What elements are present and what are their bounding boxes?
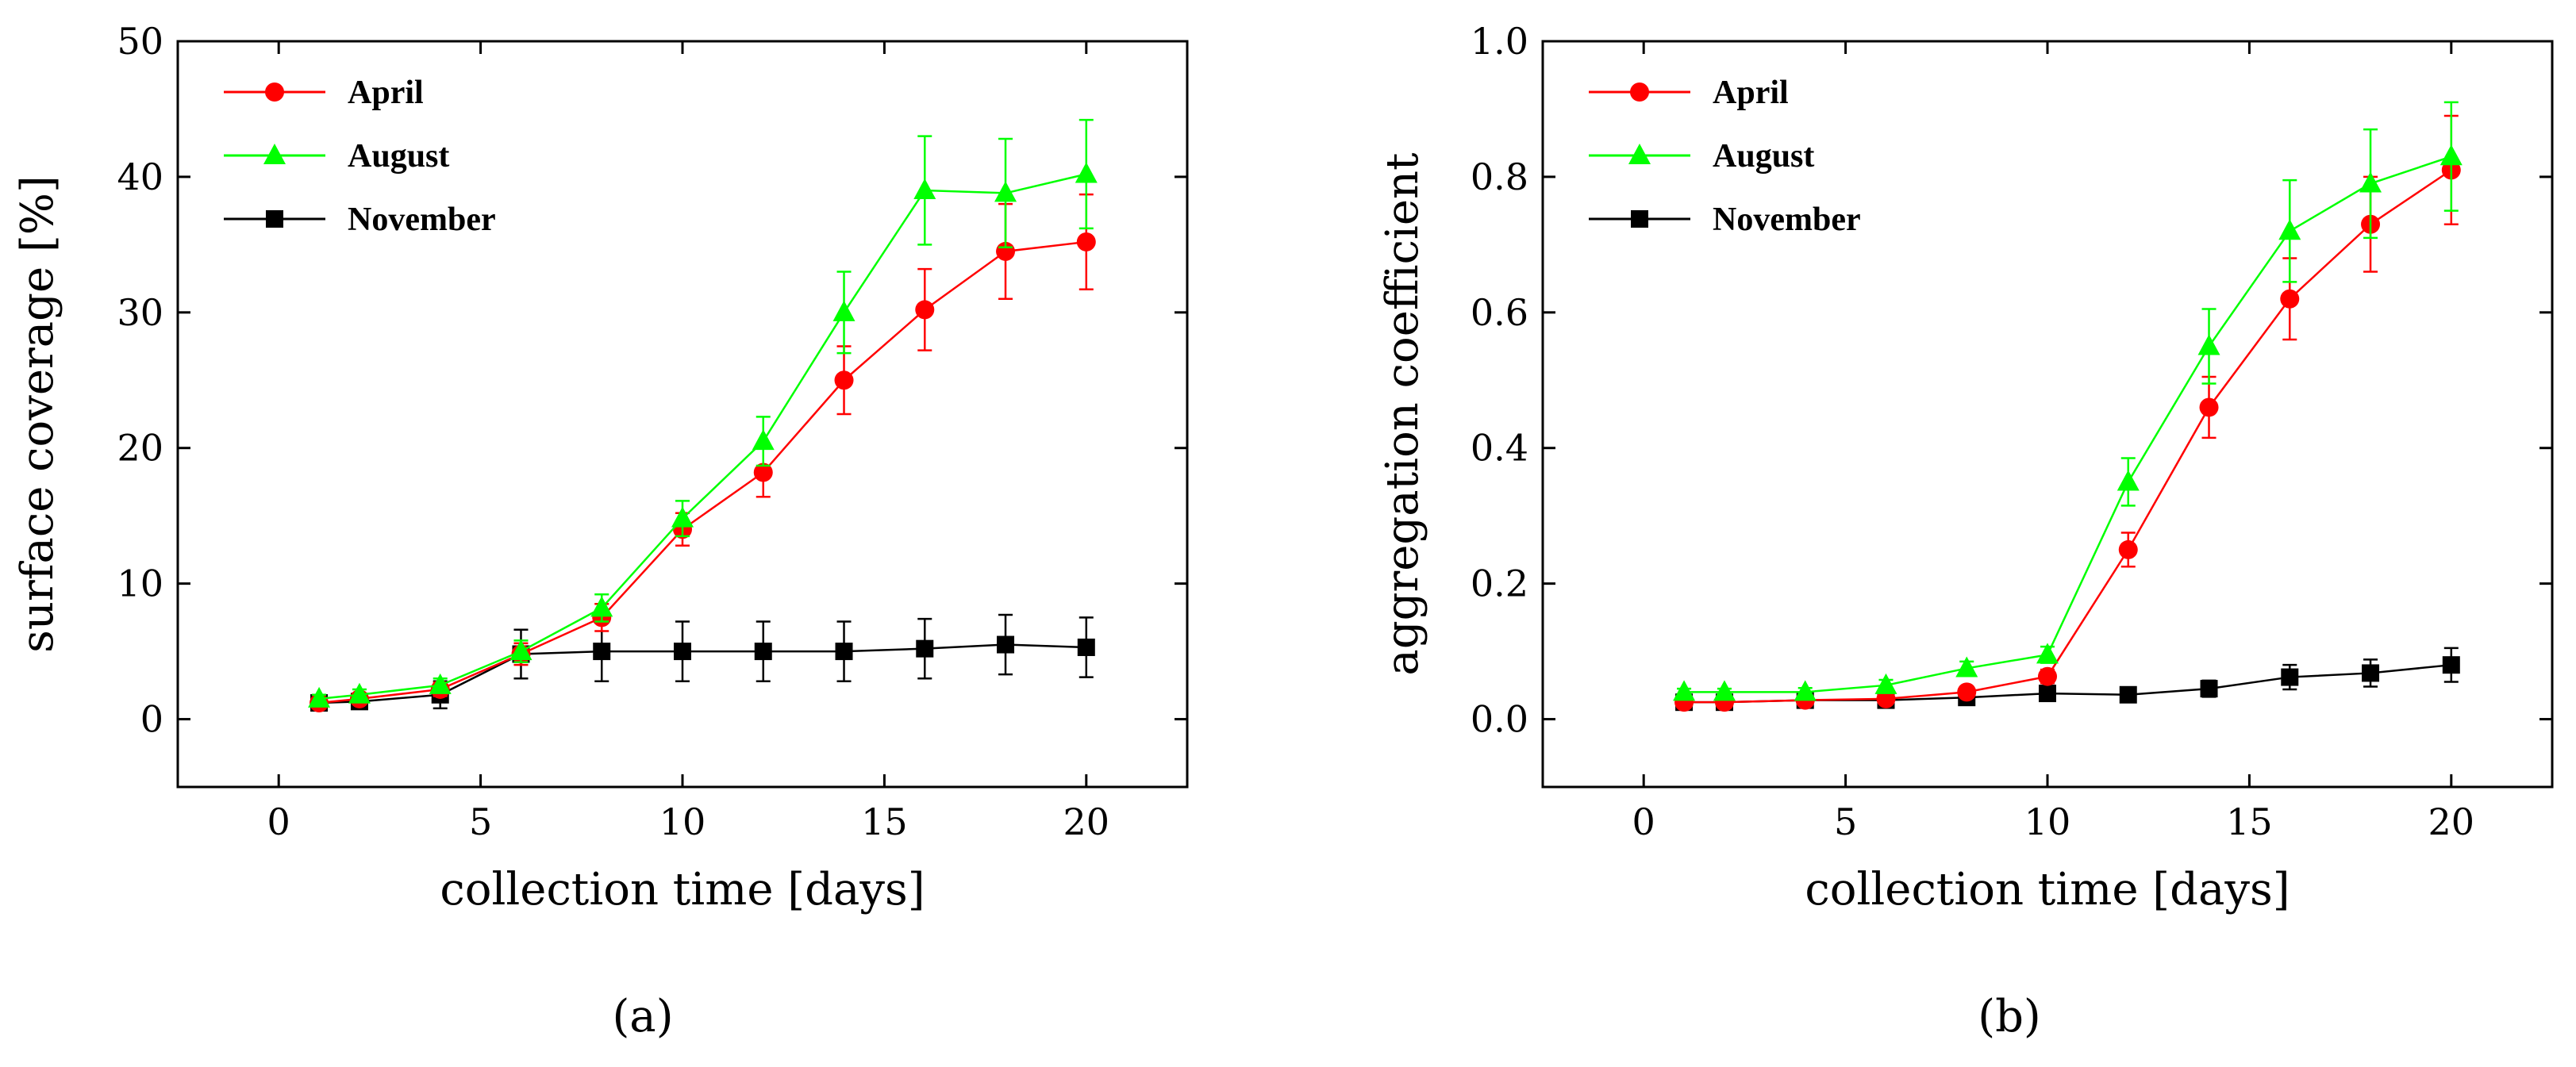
data-point-august (2197, 334, 2220, 355)
legend-marker-november (1631, 210, 1648, 228)
x-tick-label: 0 (1632, 800, 1655, 843)
x-tick-label: 20 (2428, 800, 2475, 843)
data-point-august (1874, 673, 1897, 694)
data-point-august (1673, 680, 1696, 701)
series-november (310, 613, 1095, 712)
legend-marker-august (1628, 144, 1651, 164)
legend-label-august: August (1713, 138, 1814, 175)
x-tick-label: 15 (861, 800, 908, 843)
y-tick-label: 10 (117, 562, 163, 605)
legend-marker-november (266, 210, 283, 228)
data-point-august (590, 596, 613, 617)
x-axis-title: collection time [days] (440, 864, 925, 915)
data-point-november (916, 639, 934, 658)
data-point-november (2362, 664, 2380, 682)
data-point-november (1077, 638, 1095, 656)
data-point-august (2117, 470, 2140, 491)
data-point-april (2118, 539, 2138, 559)
legend-marker-april (1630, 83, 1649, 102)
data-point-august (994, 181, 1017, 202)
data-point-april (753, 462, 773, 482)
x-axis-title: collection time [days] (1805, 864, 2290, 915)
x-tick-label: 0 (267, 800, 290, 843)
legend-label-november: November (1713, 202, 1861, 238)
legend-marker-april (265, 83, 284, 102)
series-april (1674, 114, 2461, 712)
series-line-april (1684, 169, 2452, 704)
data-point-april (1876, 689, 1896, 708)
series-august (308, 118, 1098, 708)
data-point-august (1075, 162, 1098, 183)
data-point-april (1076, 232, 1096, 251)
series-line-august (318, 173, 1087, 700)
y-tick-label: 30 (117, 291, 163, 334)
series-august (1673, 101, 2463, 701)
y-tick-label: 0.2 (1471, 562, 1528, 605)
x-tick-label: 20 (1063, 800, 1110, 843)
legend-label-august: August (348, 138, 449, 175)
data-point-april (915, 300, 935, 320)
data-point-august (1713, 680, 1736, 701)
data-point-august (1955, 656, 1978, 677)
legend-label-april: April (1713, 75, 1789, 111)
data-point-april (834, 370, 854, 390)
y-tick-label: 1.0 (1471, 20, 1528, 63)
y-axis-title: surface coverage [%] (12, 175, 63, 653)
y-tick-label: 40 (117, 155, 163, 198)
data-point-november (997, 635, 1015, 654)
x-tick-label: 15 (2226, 800, 2273, 843)
x-tick-label: 10 (2024, 800, 2071, 843)
panel-label: (b) (1978, 991, 2041, 1042)
series-line-april (318, 240, 1086, 704)
data-point-august (348, 682, 371, 704)
x-tick-label: 5 (1834, 800, 1857, 843)
legend: April August November (1589, 75, 1861, 238)
y-tick-label: 0.4 (1471, 427, 1528, 470)
data-point-april (1957, 682, 1977, 702)
x-tick-label: 5 (469, 800, 492, 843)
y-tick-label: 0 (140, 698, 163, 741)
x-tick-label: 10 (659, 800, 706, 843)
y-tick-label: 0.6 (1471, 291, 1528, 334)
data-point-november (593, 643, 611, 661)
data-point-august (752, 429, 775, 451)
y-axis-title: aggregation coefficient (1377, 152, 1428, 676)
data-point-april (2038, 666, 2057, 686)
data-point-november (2039, 685, 2056, 703)
data-point-august (509, 639, 533, 661)
panel-b: 0 5 10 15 20 0.0 0.2 0.4 0.6 0.8 1.0 collection tim… (1377, 20, 2554, 1042)
legend-marker-august (263, 144, 286, 164)
data-point-november (674, 643, 691, 661)
series-april (310, 193, 1096, 713)
data-point-november (835, 643, 853, 661)
data-point-august (2359, 171, 2382, 193)
y-tick-label: 0.0 (1471, 698, 1528, 741)
data-point-november (754, 643, 772, 661)
data-point-august (913, 178, 936, 199)
series-november (1675, 647, 2460, 712)
data-point-august (308, 686, 331, 708)
data-point-august (429, 673, 452, 694)
legend: April August November (224, 75, 496, 238)
data-point-august (1794, 680, 1817, 701)
data-point-august (671, 506, 694, 528)
y-tick-label: 20 (117, 427, 163, 470)
data-point-august (832, 300, 855, 321)
panel-a: 0 5 10 15 20 0 10 20 30 40 50 collection time [days… (12, 20, 1189, 1042)
data-point-november (2281, 668, 2299, 686)
y-tick-label: 50 (117, 20, 163, 63)
data-point-august (2278, 219, 2301, 240)
data-point-april (2199, 397, 2219, 417)
legend-label-november: November (348, 202, 496, 238)
panel-label: (a) (612, 991, 673, 1042)
data-point-november (2200, 680, 2218, 698)
data-point-november (2442, 656, 2460, 674)
data-point-april (2280, 289, 2300, 309)
data-point-august (2440, 144, 2463, 166)
data-point-august (2036, 643, 2059, 664)
data-point-november (2119, 685, 2137, 704)
y-tick-label: 0.8 (1471, 155, 1528, 198)
legend-label-april: April (348, 75, 424, 111)
